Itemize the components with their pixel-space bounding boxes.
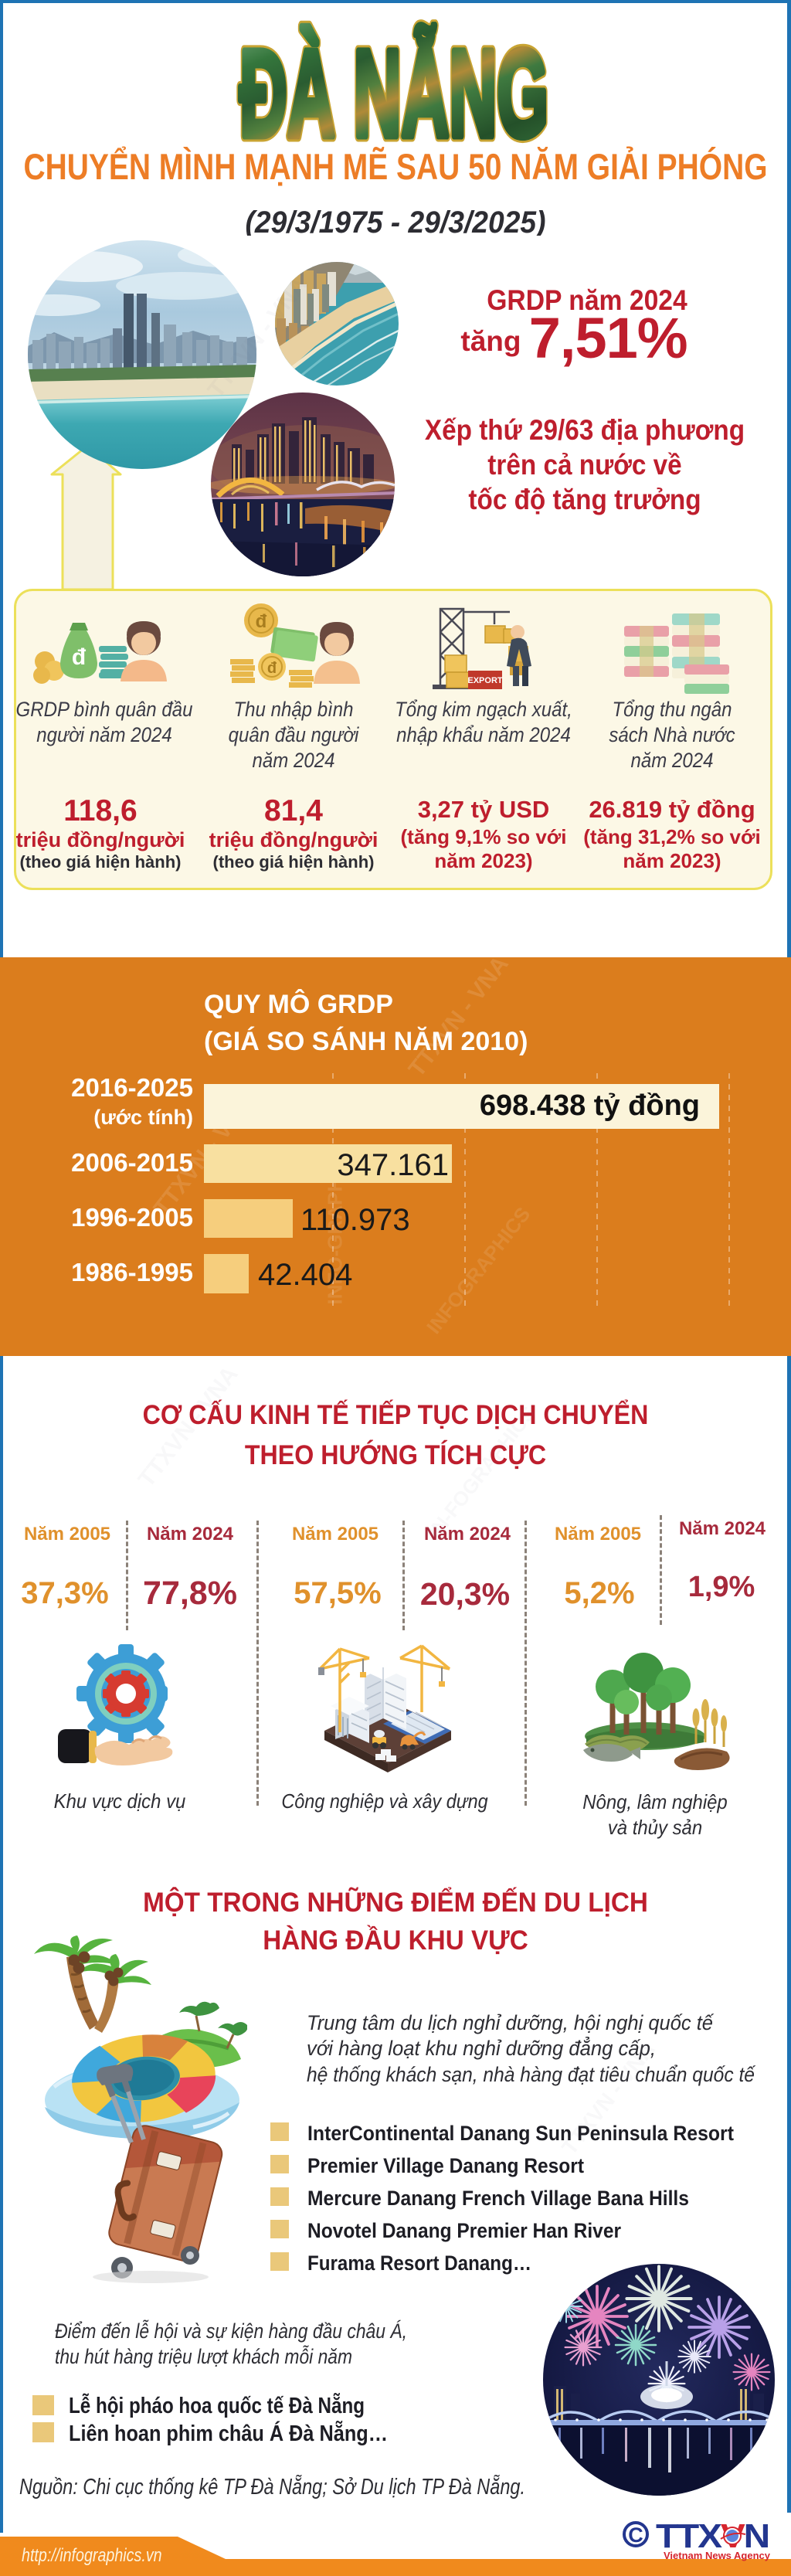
svg-text:Liên hoan phim châu Á Đà Nẵng…: Liên hoan phim châu Á Đà Nẵng… bbox=[69, 2420, 388, 2446]
svg-text:ĐÀ NẴNG: ĐÀ NẴNG bbox=[239, 24, 548, 147]
svg-text:Premier Village Danang Resort: Premier Village Danang Resort bbox=[307, 2154, 584, 2177]
svg-text:Mercure Danang French Village: Mercure Danang French Village Bana Hills bbox=[307, 2187, 689, 2210]
svg-text:ĐÀ NẴNG: ĐÀ NẴNG bbox=[239, 24, 548, 147]
svg-text:đ: đ bbox=[72, 644, 87, 670]
svg-text:với hàng loạt khu nghỉ dưỡng đ: với hàng loạt khu nghỉ dưỡng đẳng cấp, bbox=[307, 2035, 656, 2060]
svg-text:đ: đ bbox=[267, 660, 277, 677]
svg-text:thu hút hàng triệu lượt khách: thu hút hàng triệu lượt khách mỗi năm bbox=[55, 2344, 352, 2368]
svg-text:(29/3/1975 - 29/3/2025): (29/3/1975 - 29/3/2025) bbox=[246, 206, 546, 236]
svg-text:TTXVN: TTXVN bbox=[656, 2517, 769, 2555]
svg-text:hệ thống khách sạn, nhà hàng đ: hệ thống khách sạn, nhà hàng đạt tiêu ch… bbox=[307, 2063, 756, 2086]
svg-text:C: C bbox=[628, 2523, 643, 2547]
svg-text:Lễ hội pháo hoa quốc tế Đà Nẵn: Lễ hội pháo hoa quốc tế Đà Nẵng bbox=[69, 2392, 365, 2418]
svg-text:CHUYỂN MÌNH MẠNH MẼ SAU 50 NĂM: CHUYỂN MÌNH MẠNH MẼ SAU 50 NĂM GIẢI PHÓN… bbox=[24, 146, 768, 187]
svg-text:EXPORT: EXPORT bbox=[467, 676, 503, 685]
svg-text:đ: đ bbox=[256, 611, 267, 632]
svg-text:InterContinental Danang Sun Pe: InterContinental Danang Sun Peninsula Re… bbox=[307, 2122, 734, 2145]
svg-text:Furama Resort Danang…: Furama Resort Danang… bbox=[307, 2251, 531, 2275]
svg-text:Nguồn: Chi cục thống kê TP Đà: Nguồn: Chi cục thống kê TP Đà Nẵng; Sở D… bbox=[19, 2474, 525, 2500]
svg-text:Vietnam News Agency: Vietnam News Agency bbox=[664, 2550, 771, 2561]
svg-text:Điểm đến lễ hội và sự kiện hàn: Điểm đến lễ hội và sự kiện hàng đầu châu… bbox=[55, 2319, 407, 2343]
svg-text:Novotel Danang Premier Han Riv: Novotel Danang Premier Han River bbox=[307, 2219, 621, 2242]
svg-text:Trung tâm du lịch nghỉ dưỡng,: Trung tâm du lịch nghỉ dưỡng, hội nghị q… bbox=[307, 2011, 715, 2034]
